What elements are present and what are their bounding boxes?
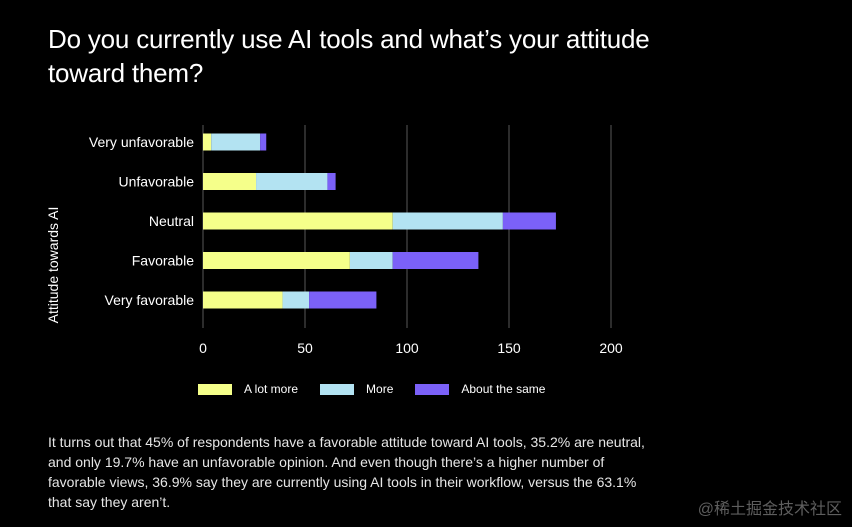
legend-item: More: [320, 382, 393, 396]
bar-segment: [203, 252, 350, 269]
legend-swatch: [320, 383, 355, 395]
category-label: Favorable: [132, 253, 194, 269]
chart-caption: It turns out that 45% of respondents hav…: [48, 434, 645, 510]
bar-segment: [260, 133, 267, 151]
bar-segment: [203, 133, 212, 151]
category-label: Neutral: [149, 213, 194, 229]
bar-segment: [203, 212, 393, 230]
x-tick-label: 150: [497, 340, 521, 356]
x-tick-label: 50: [297, 340, 313, 356]
legend-label: About the same: [461, 382, 546, 396]
bar-segment: [392, 212, 503, 230]
category-labels: Very unfavorable Unfavorable Neutral Favora…: [89, 134, 194, 308]
legend-label: More: [366, 382, 394, 396]
bar-segment: [502, 212, 556, 230]
x-tick-labels: 0 50 100 150 200: [199, 340, 623, 356]
category-label: Very favorable: [105, 292, 195, 308]
x-tick-label: 200: [599, 340, 623, 356]
watermark: @稀土掘金技术社区: [697, 501, 842, 518]
legend-swatch: [198, 383, 232, 395]
legend: A lot more More About the same: [198, 382, 567, 396]
y-axis-title: Attitude towards AI: [45, 207, 61, 324]
legend-swatch: [415, 383, 450, 395]
bar-segment: [327, 173, 336, 190]
bar-segment: [256, 173, 328, 190]
legend-item: About the same: [415, 382, 545, 396]
bar-segment: [203, 291, 283, 309]
bar-segment: [282, 291, 310, 309]
bar-segment: [211, 133, 261, 151]
legend-item: A lot more: [198, 382, 298, 396]
bar-segment: [203, 173, 257, 190]
category-label: Very unfavorable: [89, 134, 194, 150]
legend-label: A lot more: [244, 382, 299, 396]
category-label: Unfavorable: [119, 174, 195, 190]
bar-segment: [392, 252, 479, 269]
bar-segment: [309, 291, 377, 309]
x-tick-label: 100: [395, 340, 419, 356]
bar-segment: [349, 252, 393, 269]
stacked-bar-chart: Very unfavorable Unfavorable Neutral Favora…: [45, 125, 623, 356]
x-tick-label: 0: [199, 340, 207, 356]
chart-title: Do you currently use AI tools and what’s…: [48, 24, 650, 88]
bars: [203, 133, 556, 309]
